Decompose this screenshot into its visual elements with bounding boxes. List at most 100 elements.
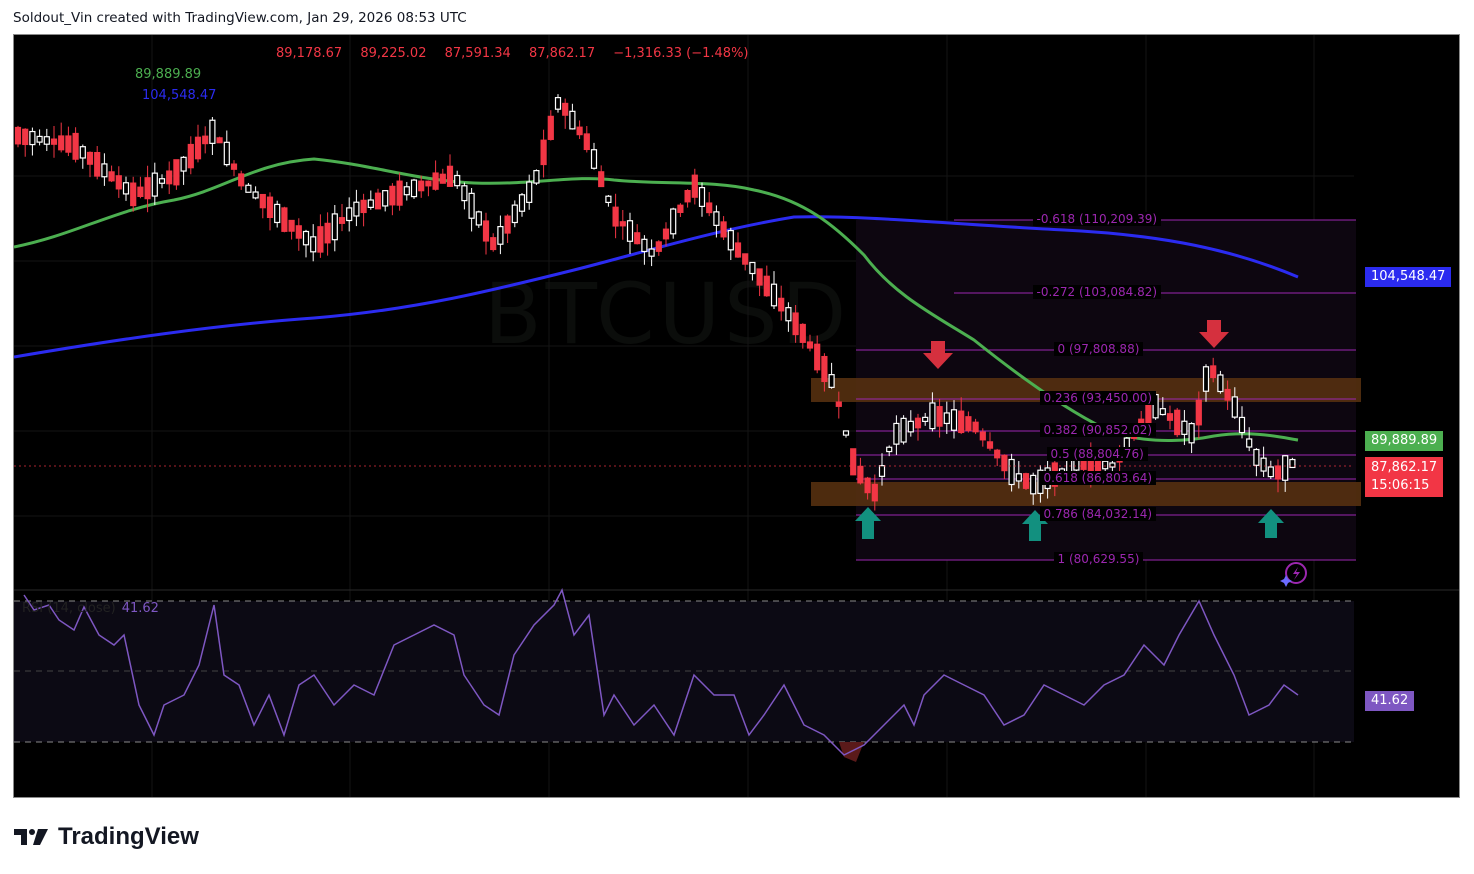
candle-down (706, 202, 713, 214)
candle-up (1159, 408, 1166, 416)
candle-down (684, 189, 691, 203)
candle-up (1217, 374, 1224, 393)
candle-up (922, 416, 929, 423)
candle-up (180, 156, 187, 172)
candle-down (583, 133, 590, 151)
candle-up (648, 248, 655, 257)
candle-up (310, 236, 317, 253)
candle-down (281, 207, 288, 232)
candle-down (1080, 460, 1087, 470)
candle-up (382, 190, 389, 207)
candle-down (65, 135, 72, 153)
candle-down (763, 275, 770, 297)
candle-up (893, 422, 900, 445)
candle-up (1008, 458, 1015, 486)
candle-up (1109, 462, 1116, 468)
candle-down (173, 159, 180, 186)
candle-down (439, 173, 446, 184)
ma50-legend-value: 89,889.89 (135, 67, 202, 82)
candle-down (958, 410, 965, 434)
ohlc-close: 87,862.17 (528, 46, 596, 61)
candle-up (1282, 455, 1289, 481)
candle-up (158, 178, 166, 184)
candle-down (821, 355, 828, 383)
rsi-line (23, 587, 1299, 756)
candle-down (792, 312, 799, 336)
candle-up (641, 238, 648, 253)
candle-up (713, 211, 720, 226)
candle-down (396, 180, 403, 206)
bar-countdown: 15:06:15 (1371, 478, 1430, 493)
candle-down (94, 152, 101, 177)
price-chart-canvas[interactable] (14, 35, 1460, 798)
candle-down (374, 192, 382, 210)
candle-up (1181, 420, 1188, 435)
candle-up (1231, 396, 1238, 418)
candle-up (626, 220, 634, 242)
candle-down (22, 128, 29, 146)
candle-down (216, 137, 223, 144)
candle-up (590, 149, 598, 169)
candle-down (58, 135, 65, 151)
candle-up (1102, 460, 1109, 470)
candle-up (101, 163, 108, 178)
candle-up (43, 136, 50, 145)
candle-up (842, 430, 850, 436)
candle-down (634, 232, 641, 245)
ohlc-open: 89,178.67 (276, 46, 343, 61)
candle-down (806, 341, 814, 349)
ma50-price-tag: 89,889.89 (1365, 431, 1444, 451)
candle-up (605, 195, 612, 204)
candle-down (850, 448, 857, 476)
candle-up (900, 417, 907, 443)
candle-down (540, 139, 547, 166)
candle-up (346, 207, 353, 222)
candle-up (36, 135, 43, 143)
last-price-tag: 87,862.17 15:06:15 (1365, 457, 1444, 497)
candle-down (778, 297, 785, 312)
candle-down (115, 175, 122, 190)
candle-up (353, 201, 360, 217)
candle-up (950, 409, 958, 431)
candle-down (864, 477, 871, 494)
candle-up (151, 172, 158, 197)
candle-down (979, 431, 986, 441)
tradingview-logo-icon (14, 829, 48, 845)
chart-frame[interactable]: BTCUSD (13, 34, 1460, 798)
candle-down (1001, 454, 1008, 472)
candle-down (936, 406, 943, 427)
candle-up (331, 213, 338, 241)
candle-down (814, 343, 821, 371)
candle-up (454, 174, 461, 187)
candle-up (274, 203, 281, 224)
tradingview-logo: TradingView (14, 823, 199, 851)
candle-down (857, 465, 864, 484)
rsi-price-tag: 41.62 (1365, 691, 1415, 711)
ohlc-change: −1,316.33 (−1.48%) (613, 46, 749, 61)
candle-up (461, 185, 468, 202)
candle-down (187, 143, 194, 169)
candle-down (288, 219, 295, 232)
candle-up (727, 229, 734, 251)
candle-up (770, 283, 778, 307)
candle-up (511, 204, 518, 224)
candle-down (266, 196, 274, 219)
ohlc-legend: 89,178.67 89,225.02 87,591.34 87,862.17 … (276, 46, 763, 61)
candle-down (562, 102, 569, 116)
candle-down (965, 416, 972, 432)
candle-up (670, 208, 677, 235)
candle-up (209, 119, 216, 144)
candle-down (490, 237, 497, 251)
candle-up (533, 170, 540, 184)
candle-up (475, 211, 482, 226)
candle-up (29, 130, 36, 146)
candle-down (734, 242, 742, 258)
candle-down (547, 115, 554, 140)
chart-caption: Soldout_Vin created with TradingView.com… (13, 10, 467, 26)
candle-up (785, 307, 792, 322)
candle-down (1224, 388, 1231, 401)
candle-up (518, 194, 526, 212)
candle-down (108, 171, 115, 182)
candle-up (1267, 466, 1274, 478)
candle-down (742, 253, 749, 265)
